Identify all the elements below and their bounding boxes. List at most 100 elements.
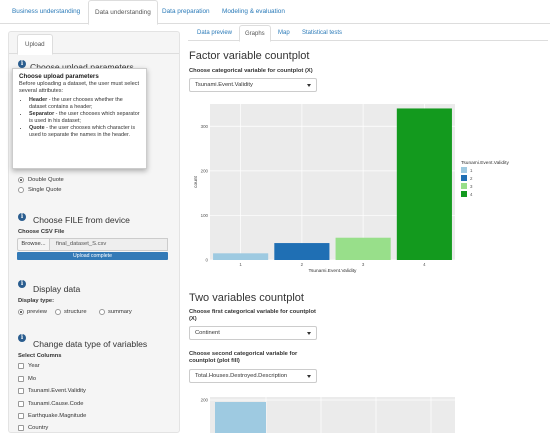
info-icon[interactable]: i <box>18 213 26 221</box>
countplot-select-value: Tsunami.Event.Validity <box>195 82 253 88</box>
x-tick-label: 4 <box>423 262 426 267</box>
quote-radio-double[interactable] <box>18 177 24 183</box>
countplot-variable-select[interactable]: Tsunami.Event.Validity <box>189 78 317 92</box>
y-axis-label: count <box>193 175 199 187</box>
x-tick-label: 1 <box>239 262 242 267</box>
first-var-value: Continent <box>195 330 220 336</box>
tooltip-title: Choose upload parameters <box>19 73 99 80</box>
tab-map[interactable]: Map <box>278 30 290 36</box>
upload-params-tooltip: Choose upload parameters Before uploadin… <box>12 68 147 169</box>
caret-down-icon <box>307 84 311 87</box>
legend-entry: 1 <box>470 168 473 173</box>
display-option-structure: structure <box>64 309 87 315</box>
second-var-value: Total.Houses.Destroyed.Description <box>195 373 288 379</box>
second-var-select[interactable]: Total.Houses.Destroyed.Description <box>189 369 317 383</box>
bar <box>274 243 330 260</box>
upload-progress-bar: Upload complete <box>17 252 168 260</box>
display-radio-preview[interactable] <box>18 309 24 315</box>
browse-button[interactable]: Browse... <box>17 238 50 251</box>
nav-tab-data-understanding[interactable]: Data understanding <box>88 0 158 25</box>
y-tick-label: 100 <box>201 213 209 218</box>
legend-swatch <box>461 175 467 181</box>
column-checkbox[interactable] <box>18 425 24 431</box>
display-data-title: Display data <box>33 284 81 294</box>
legend-swatch <box>461 183 467 189</box>
column-label: Tsunami.Cause.Code <box>28 401 84 407</box>
legend-title: Tsunami.Event.Validity <box>461 160 510 166</box>
column-checkbox[interactable] <box>18 388 24 394</box>
tooltip-item: Quote - the user chooses which character… <box>29 125 140 138</box>
y-tick-label: 200 <box>201 168 209 173</box>
sidebar-tabs: Upload <box>9 32 179 55</box>
tooltip-list: Header - the user chooses whether the da… <box>29 97 140 139</box>
legend-entry: 3 <box>470 184 473 189</box>
file-section-title: Choose FILE from device <box>33 215 130 225</box>
column-label: Mo <box>28 376 37 382</box>
bar <box>215 402 266 433</box>
quote-radio-single[interactable] <box>18 187 24 193</box>
info-icon[interactable]: i <box>18 60 26 68</box>
two-var-chart: 200 <box>201 397 455 433</box>
tooltip-item: Separator - the user chooses which separ… <box>29 111 140 124</box>
csv-file-label: Choose CSV File <box>18 229 65 235</box>
x-tick-label: 3 <box>362 262 365 267</box>
nav-tab-business-understanding[interactable]: Business understanding <box>12 8 81 15</box>
tab-graphs[interactable]: Graphs <box>239 25 271 42</box>
nav-tab-modeling-evaluation[interactable]: Modeling & evaluation <box>222 8 285 15</box>
tab-statistical-tests[interactable]: Statistical tests <box>302 30 343 36</box>
first-var-label: Choose first categorical variable for co… <box>189 309 316 322</box>
tab-data-preview[interactable]: Data preview <box>197 30 233 36</box>
bar <box>396 108 452 260</box>
caret-down-icon <box>307 375 311 378</box>
file-name-field[interactable]: final_dataset_S.csv <box>50 238 168 251</box>
two-var-title: Two variables countplot <box>189 292 304 304</box>
column-checkbox[interactable] <box>18 363 24 369</box>
y-tick-label: 300 <box>201 124 209 129</box>
x-axis-label: Tsunami.Event.Validity <box>309 268 358 274</box>
tab-upload[interactable]: Upload <box>17 34 53 55</box>
quote-option-double: Double Quote <box>28 177 64 183</box>
first-var-select[interactable]: Continent <box>189 326 317 340</box>
legend-swatch <box>461 167 467 173</box>
legend-swatch <box>461 191 467 197</box>
tooltip-term: Separator <box>29 111 55 118</box>
tooltip-text: - the user chooses whether the dataset c… <box>29 97 123 110</box>
column-checkbox[interactable] <box>18 413 24 419</box>
tooltip-term: Header <box>29 97 48 103</box>
display-radio-structure[interactable] <box>55 309 61 315</box>
change-type-title: Change data type of variables <box>33 339 148 349</box>
nav-tab-data-preparation[interactable]: Data preparation <box>162 8 210 15</box>
legend-entry: 2 <box>470 176 473 181</box>
column-checkbox[interactable] <box>18 401 24 407</box>
tooltip-text: - the user chooses which separator is us… <box>29 111 140 124</box>
display-option-summary: summary <box>108 309 132 315</box>
y-tick-label: 0 <box>206 258 209 263</box>
main-tabs: Data preview Graphs Map Statistical test… <box>188 25 548 42</box>
info-icon[interactable]: i <box>18 280 26 288</box>
legend-entry: 4 <box>470 192 473 197</box>
countplot-select-label: Choose categorical variable for countplo… <box>189 68 313 74</box>
display-radio-summary[interactable] <box>99 309 105 315</box>
select-columns-label: Select Columns <box>18 353 62 359</box>
quote-option-single: Single Quote <box>28 187 62 193</box>
bar <box>335 237 391 260</box>
column-label: Year <box>28 363 40 369</box>
upload-params-title: Choose upload parameters <box>30 62 134 72</box>
tooltip-term: Quote <box>29 125 45 132</box>
second-var-label: Choose second categorical variable for c… <box>189 351 298 364</box>
tooltip-text: - the user chooses which character is us… <box>29 125 136 138</box>
column-label: Country <box>28 425 49 431</box>
y-tick-label: 200 <box>201 398 209 403</box>
column-label: Tsunami.Event.Validity <box>28 388 86 394</box>
countplot-title: Factor variable countplot <box>189 50 310 62</box>
countplot-chart: 0 100 200 300 1 2 3 4 Tsunami.Event.Validity coun… <box>188 100 543 280</box>
x-tick-label: 2 <box>301 262 304 267</box>
tooltip-intro: Before uploading a dataset, the user mus… <box>19 81 140 94</box>
bar <box>213 253 269 260</box>
display-option-preview: preview <box>27 309 47 315</box>
column-label: Earthquake.Magnitude <box>28 413 87 419</box>
tooltip-item: Header - the user chooses whether the da… <box>29 97 140 110</box>
info-icon[interactable]: i <box>18 334 26 342</box>
column-checkbox[interactable] <box>18 376 24 382</box>
caret-down-icon <box>307 332 311 335</box>
